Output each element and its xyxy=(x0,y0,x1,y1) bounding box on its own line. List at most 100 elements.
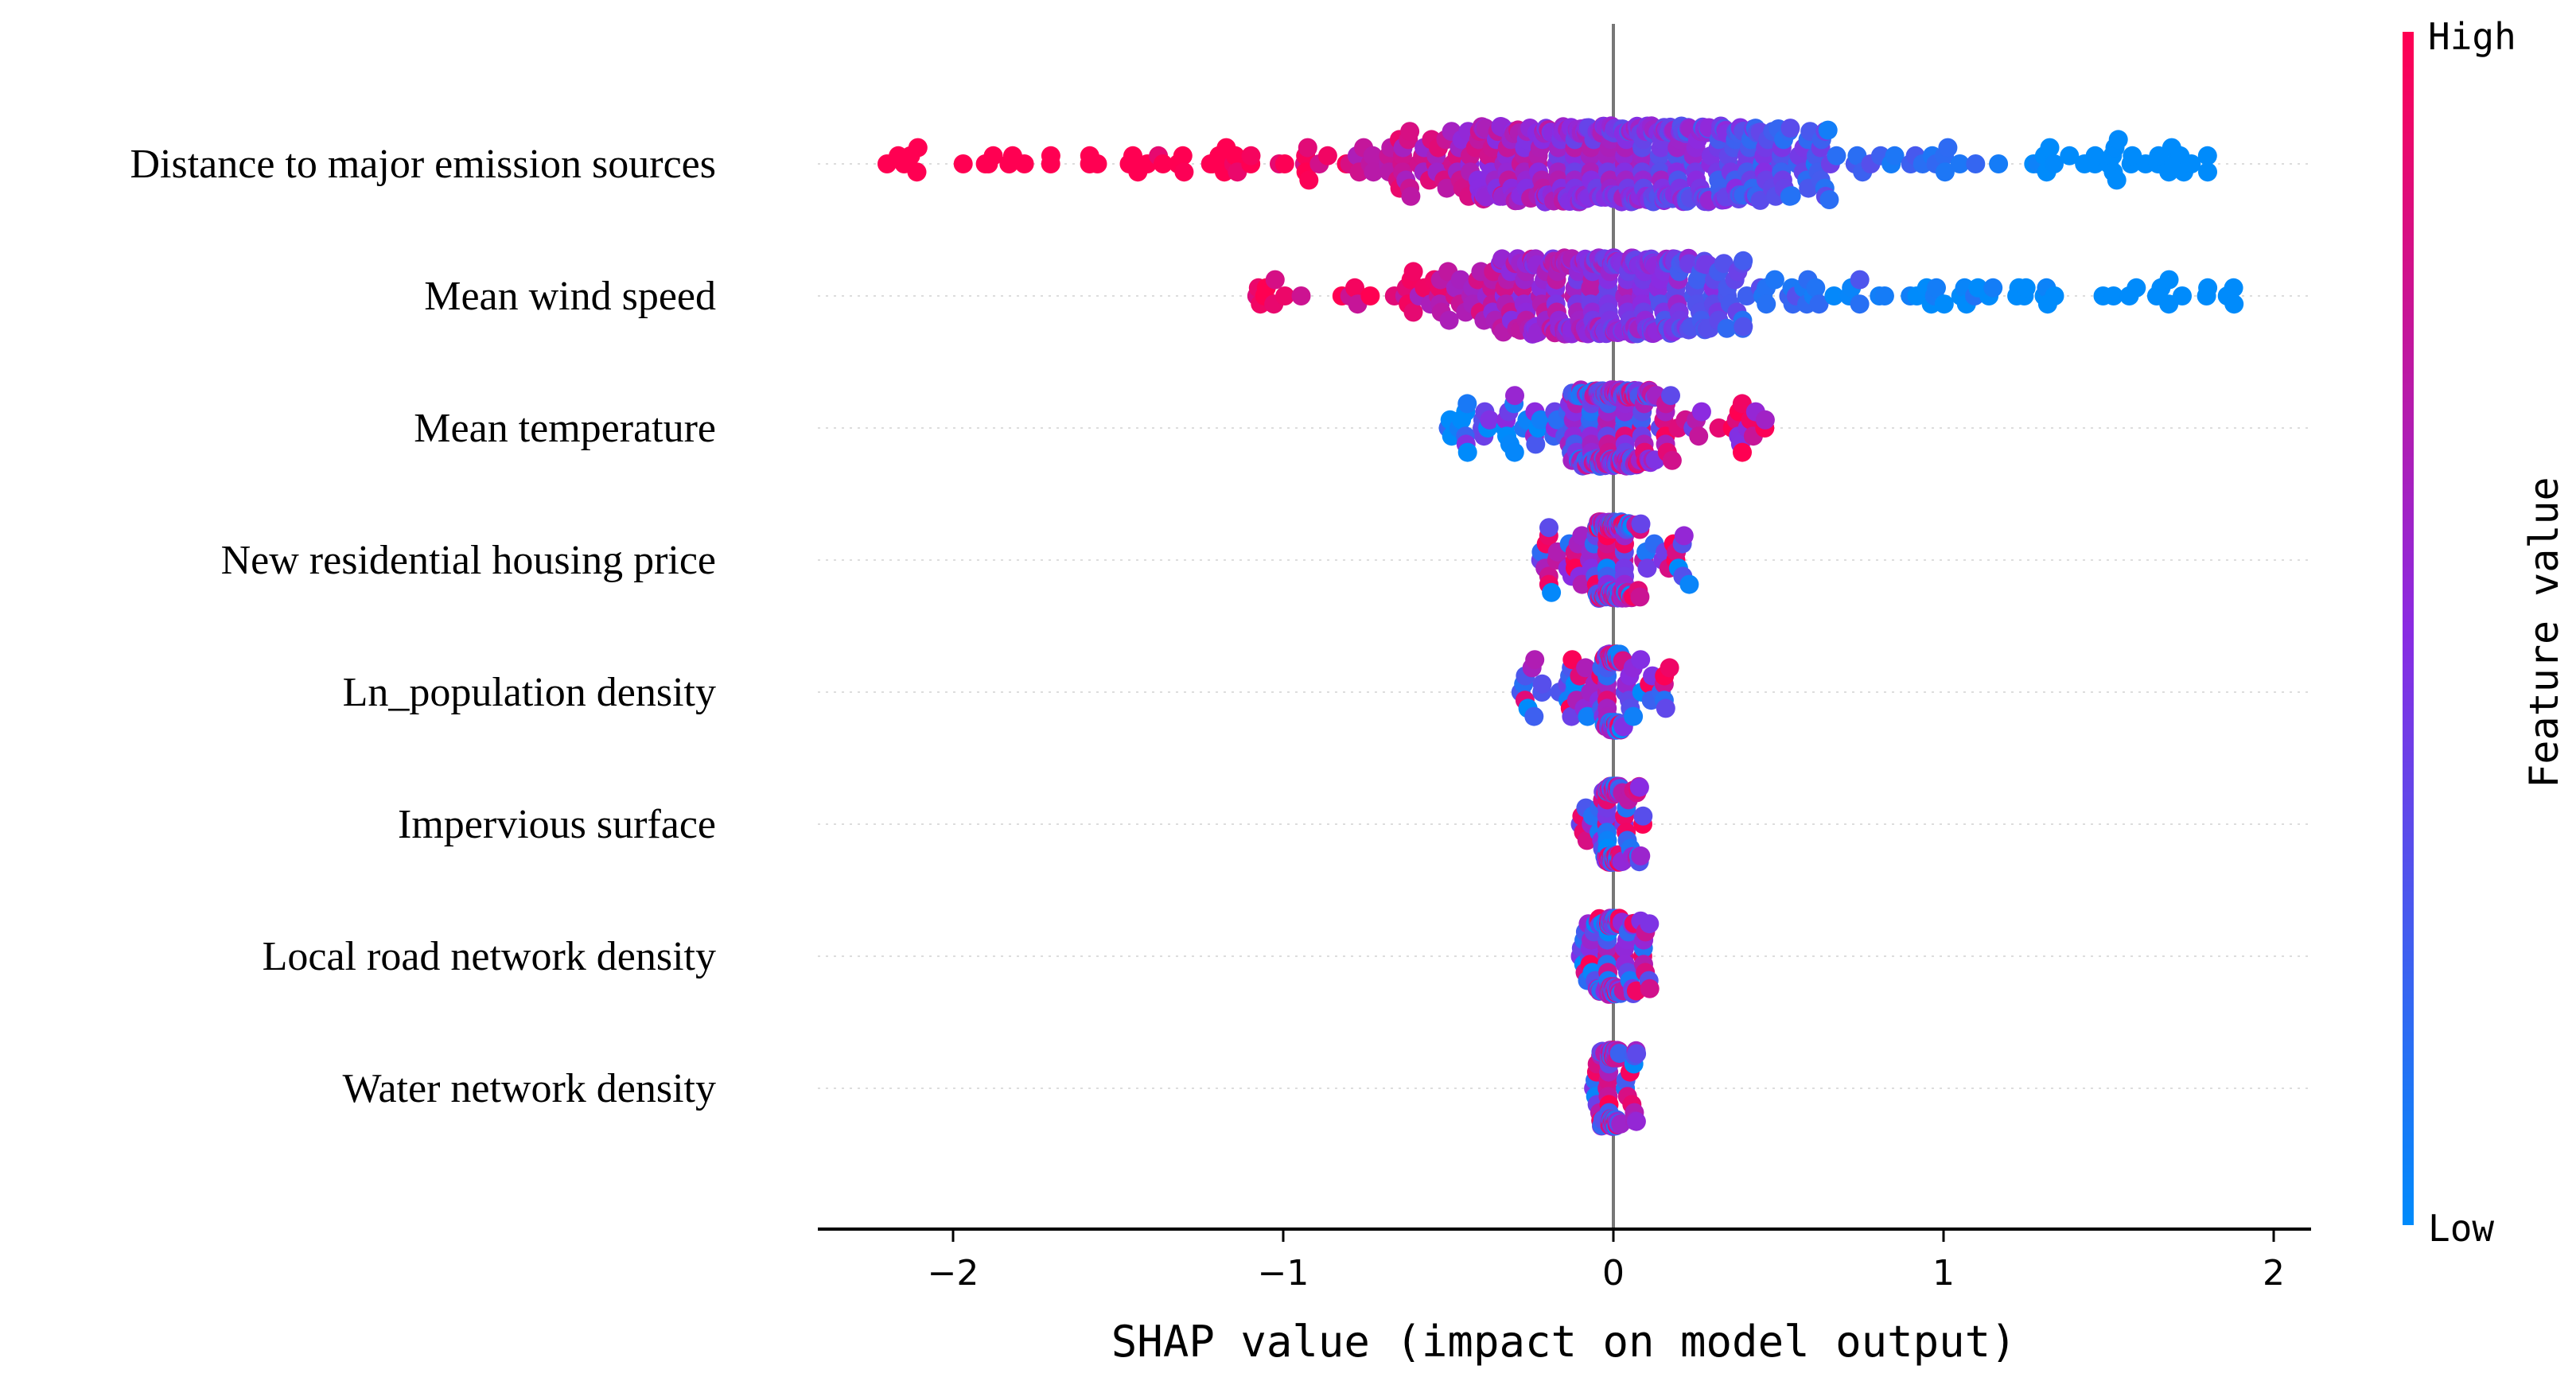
shap-point xyxy=(1750,190,1770,210)
shap-point xyxy=(1765,270,1784,290)
shap-point xyxy=(2060,146,2080,165)
shap-point xyxy=(1241,146,1261,165)
shap-point xyxy=(1850,294,1870,314)
shap-point xyxy=(1531,410,1551,430)
shap-point xyxy=(1717,318,1737,338)
shap-point xyxy=(2107,170,2127,190)
feature-label: Impervious surface xyxy=(398,802,716,847)
shap-point xyxy=(1660,658,1679,678)
shap-point xyxy=(907,162,927,182)
shap-point xyxy=(1885,146,1905,165)
shap-point xyxy=(1532,674,1552,694)
shap-point xyxy=(1989,154,2009,173)
shap-point xyxy=(1874,286,1894,305)
shap-point xyxy=(953,154,973,173)
shap-point xyxy=(1299,170,1319,190)
x-tick-label: −2 xyxy=(928,1253,979,1294)
shap-point xyxy=(1480,410,1500,430)
shap-point xyxy=(1934,294,1954,314)
shap-point xyxy=(1225,146,1245,165)
shap-point xyxy=(1360,286,1380,305)
shap-point xyxy=(1457,394,1477,414)
shap-point xyxy=(1576,658,1596,678)
feature-labels: Distance to major emission sources Mean w… xyxy=(130,142,716,1111)
shap-point xyxy=(1578,706,1597,726)
shap-point xyxy=(1014,154,1034,173)
shap-point xyxy=(1457,442,1477,462)
feature-label: Ln_population density xyxy=(343,670,716,715)
x-axis-ticks: −2 −1 0 1 2 xyxy=(928,1229,2285,1294)
shap-point xyxy=(1806,278,1826,298)
shap-point xyxy=(1679,574,1699,594)
shap-point xyxy=(1627,1044,1647,1064)
shap-point xyxy=(1781,186,1801,205)
shap-point xyxy=(1403,302,1423,322)
shap-point xyxy=(1709,418,1729,438)
shap-point xyxy=(1624,706,1644,726)
shap-point xyxy=(2181,154,2201,173)
shap-point xyxy=(1630,587,1650,607)
shap-point xyxy=(1274,154,1294,173)
x-tick-label: −1 xyxy=(1258,1253,1309,1294)
shap-point xyxy=(1524,706,1544,726)
shap-point xyxy=(2127,278,2146,298)
shap-point xyxy=(1809,294,1829,314)
feature-label: Mean temperature xyxy=(414,406,716,451)
shap-point xyxy=(1403,262,1423,282)
shap-point xyxy=(1827,146,1846,165)
row-guide-lines xyxy=(818,163,2311,1089)
shap-point xyxy=(1629,777,1649,797)
shap-point xyxy=(1504,442,1524,462)
shap-point xyxy=(1275,286,1295,305)
feature-label: Distance to major emission sources xyxy=(130,142,716,187)
feature-label: Water network density xyxy=(343,1066,716,1111)
shap-point xyxy=(1291,286,1311,305)
shap-point xyxy=(1631,650,1651,670)
shap-point xyxy=(2016,278,2036,298)
shap-point xyxy=(1691,402,1711,422)
shap-point xyxy=(1539,518,1558,538)
shap-point xyxy=(1265,270,1285,290)
shap-point xyxy=(2085,146,2105,165)
colorbar-low-label: Low xyxy=(2428,1207,2494,1250)
shap-point xyxy=(1400,122,1420,142)
shap-point xyxy=(1526,434,1546,454)
shap-point xyxy=(1345,278,1364,298)
shap-point xyxy=(2103,286,2123,305)
shap-point xyxy=(2045,286,2064,305)
colorbar-high-label: High xyxy=(2428,15,2516,58)
shap-point xyxy=(1631,514,1651,534)
shap-point xyxy=(1755,410,1775,430)
shap-point xyxy=(1689,426,1709,446)
shap-point xyxy=(1123,146,1142,165)
shap-point xyxy=(1317,146,1337,165)
x-axis-title: SHAP value (impact on model output) xyxy=(1111,1317,2017,1367)
shap-point xyxy=(1640,914,1660,934)
shap-point xyxy=(1542,582,1562,602)
shap-point xyxy=(1824,286,1844,305)
shap-point xyxy=(2045,154,2064,173)
shap-point xyxy=(1609,1044,1629,1064)
shap-point xyxy=(1525,650,1545,670)
shap-point xyxy=(2197,146,2217,165)
shap-point xyxy=(1363,146,1383,165)
shap-point xyxy=(1298,138,1317,158)
shap-point xyxy=(1927,278,1946,298)
shap-point xyxy=(1850,270,1870,290)
shap-point xyxy=(1505,386,1524,406)
shap-point xyxy=(1983,278,2003,298)
shap-point xyxy=(1818,120,1838,140)
shap-point xyxy=(1041,146,1060,165)
shap-point xyxy=(1734,251,1753,270)
shap-point xyxy=(1757,294,1776,314)
shap-point xyxy=(1935,162,1955,182)
shap-point xyxy=(1088,154,1107,173)
x-tick-label: 2 xyxy=(2263,1253,2285,1294)
shap-point xyxy=(1950,154,1970,173)
shap-point xyxy=(1153,154,1173,173)
feature-label: New residential housing price xyxy=(221,538,716,583)
colorbar-title: Feature value xyxy=(2521,477,2567,788)
x-tick-label: 0 xyxy=(1602,1253,1625,1294)
